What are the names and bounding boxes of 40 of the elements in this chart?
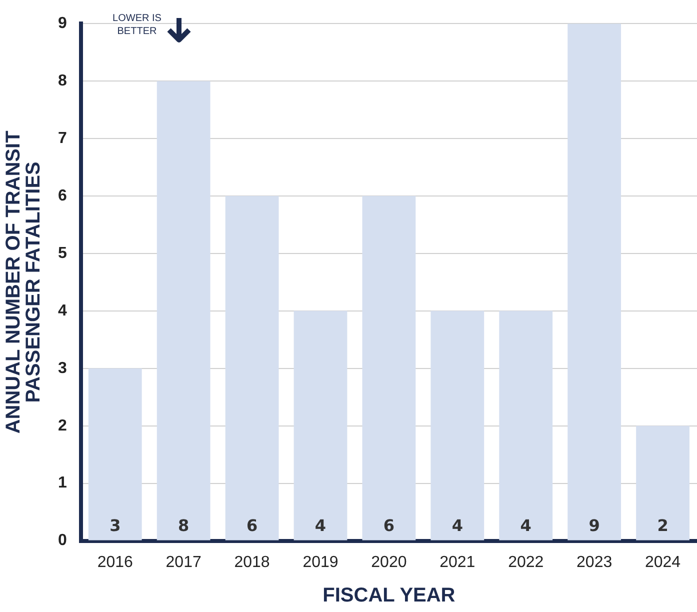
data-label: 6: [383, 516, 395, 535]
data-label: 9: [588, 516, 600, 535]
x-tick-label: 2017: [166, 554, 202, 571]
x-tick-label: 2022: [508, 554, 544, 571]
x-tick-label: 2023: [576, 554, 612, 571]
y-tick-label: 8: [58, 72, 67, 90]
data-label: 8: [178, 516, 190, 535]
x-tick-label: 2024: [644, 554, 681, 571]
y-axis-title: ANNUAL NUMBER OF TRANSIT PASSENGER FATALITIES: [2, 130, 45, 434]
y-tick-label: 7: [58, 130, 67, 147]
x-tick-label: 2020: [371, 554, 407, 571]
x-tick-label: 2016: [97, 554, 134, 571]
x-tick-label: 2019: [302, 554, 338, 571]
bar: [156, 81, 210, 540]
x-tick-label: 2018: [234, 554, 270, 571]
data-label: 4: [520, 516, 532, 535]
bar: [430, 310, 484, 540]
data-label: 4: [452, 516, 463, 535]
y-tick-label: 2: [58, 417, 67, 434]
y-tick-label: 9: [58, 15, 67, 32]
x-axis-title: FISCAL YEAR: [322, 584, 456, 607]
bar: [88, 368, 142, 540]
y-tick-label: 5: [58, 244, 67, 262]
data-label: 6: [246, 516, 258, 535]
y-tick-label: 1: [58, 474, 67, 492]
y-tick-label: 4: [58, 302, 67, 320]
y-tick-label: 6: [58, 187, 67, 204]
bar: [499, 310, 553, 540]
bar: [225, 196, 279, 540]
x-tick-label: 2021: [440, 554, 476, 571]
y-tick-label: 3: [58, 360, 67, 377]
data-label: 4: [314, 516, 326, 535]
y-tick-label: 0: [58, 532, 67, 550]
annotation: LOWER IS BETTER: [112, 12, 162, 38]
bar: [294, 310, 348, 540]
data-label: 2: [657, 516, 668, 535]
data-label: 3: [110, 516, 121, 535]
bar: [636, 426, 690, 540]
bar: [362, 196, 416, 540]
bar: [568, 24, 622, 540]
